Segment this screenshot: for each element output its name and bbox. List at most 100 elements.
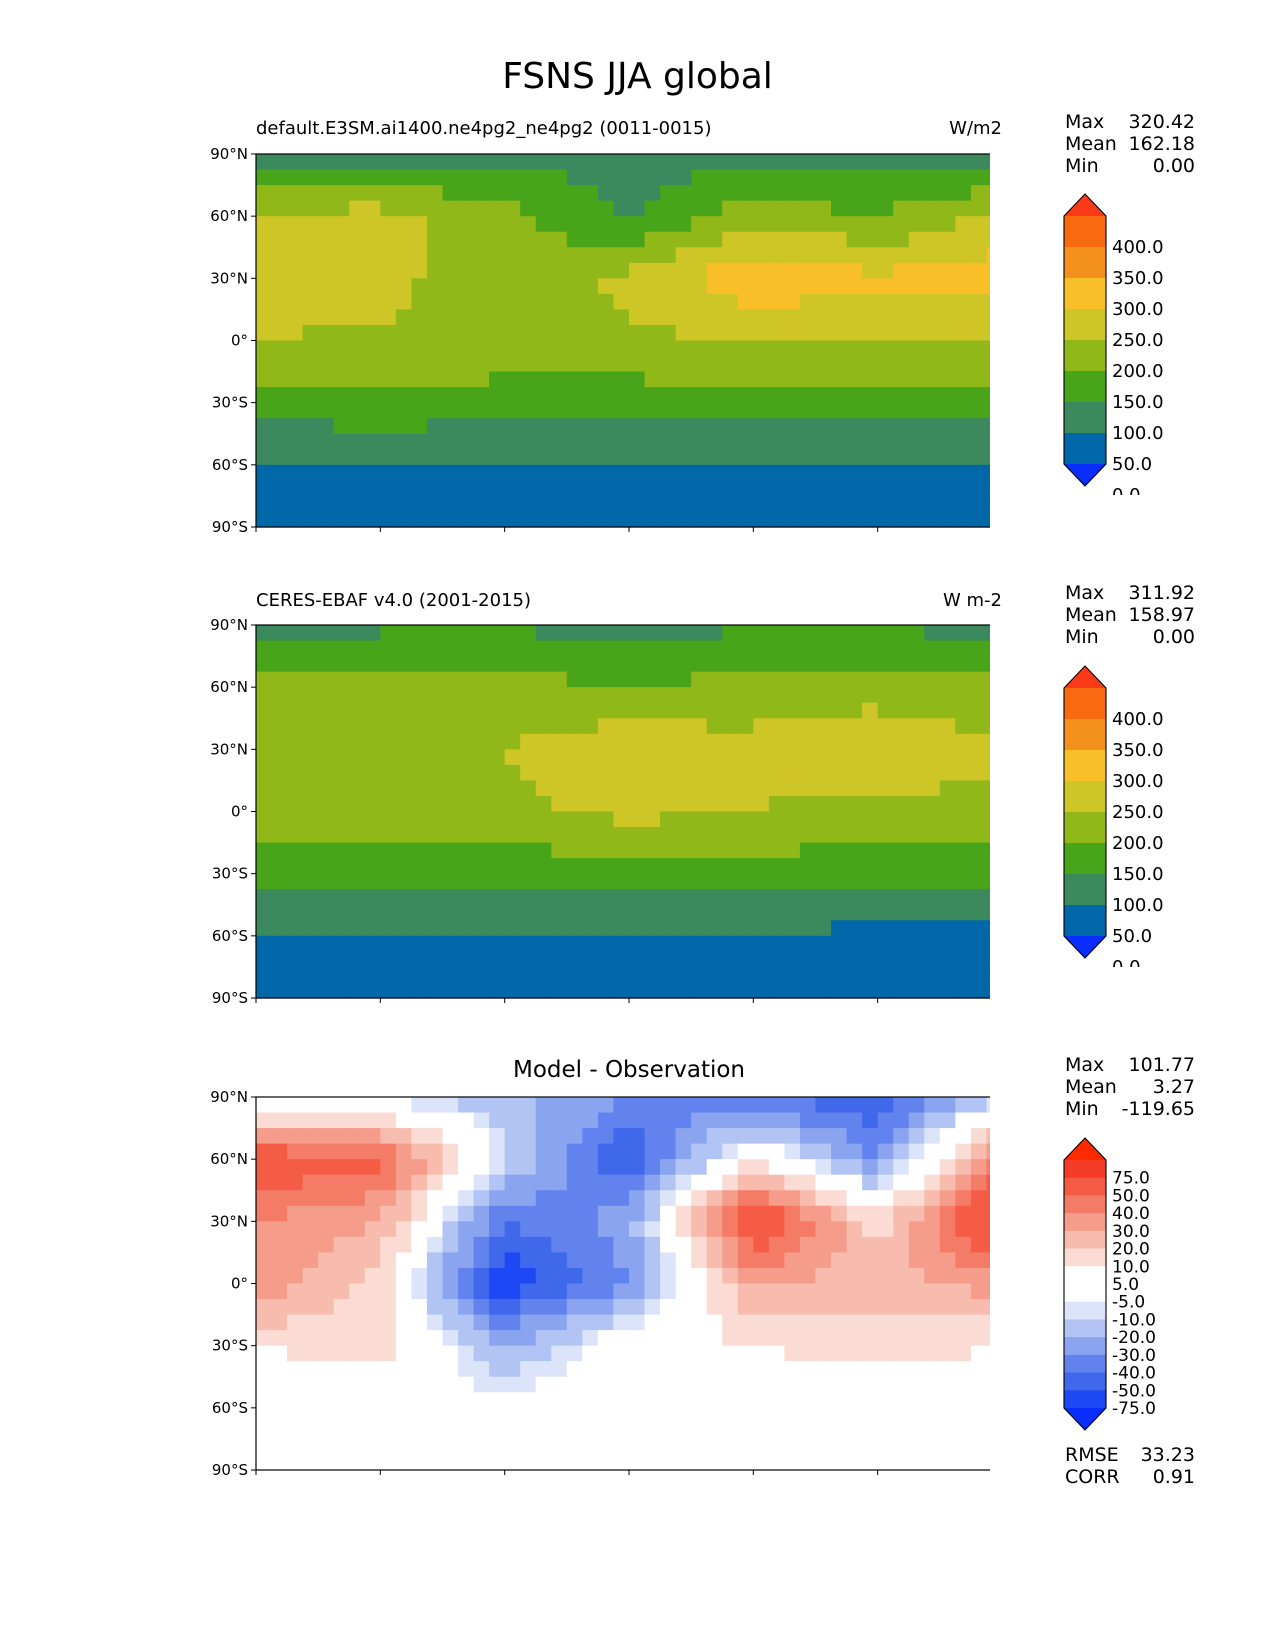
field-cell [784, 687, 801, 704]
field-cell [955, 1128, 972, 1145]
field-cell [831, 309, 848, 326]
field-cell [877, 418, 894, 435]
field-cell [442, 154, 459, 171]
field-cell [846, 889, 863, 906]
field-cell [970, 811, 988, 828]
field-cell [815, 873, 832, 890]
field-cell [333, 1097, 350, 1114]
field-cell [411, 356, 428, 373]
field-cell [970, 1236, 988, 1254]
colorbar-tick-label: 300.0 [1112, 771, 1164, 792]
field-cell [395, 464, 413, 481]
field-cell [535, 1392, 552, 1409]
field-cell [302, 1299, 319, 1316]
field-cell [597, 827, 615, 844]
field-cell [271, 702, 288, 719]
field-cell [613, 1438, 630, 1456]
field-cell [799, 1283, 817, 1300]
field-cell [535, 780, 552, 797]
field-cell [815, 1361, 832, 1378]
field-cell [287, 185, 304, 202]
field-cell [520, 671, 537, 688]
field-cell [799, 920, 817, 937]
field-cell [597, 1438, 615, 1456]
field-cell [380, 640, 397, 657]
field-cell [970, 764, 988, 782]
field-cell [489, 340, 506, 357]
field-cell [411, 247, 428, 264]
field-cell [877, 764, 894, 782]
field-cell [691, 1128, 708, 1145]
field-cell [706, 1423, 723, 1440]
field-cell [349, 309, 366, 326]
field-cell [380, 811, 397, 828]
field-cell [924, 1423, 941, 1440]
field-cell [333, 1128, 350, 1145]
field-cell [411, 1407, 428, 1424]
field-cells [256, 625, 990, 999]
field-cell [629, 1361, 646, 1378]
field-cell [597, 858, 615, 875]
field-cell [753, 247, 770, 264]
field-cell [489, 889, 506, 906]
field-cell [287, 749, 304, 766]
field-cell [799, 951, 817, 968]
field-cell [411, 982, 428, 999]
field-cell [768, 873, 786, 890]
field-cell [411, 889, 428, 906]
field-cell [333, 402, 350, 419]
field-cell [660, 324, 677, 342]
field-cell [799, 764, 817, 782]
field-cell [862, 733, 879, 750]
field-cell [908, 185, 925, 202]
field-cell [768, 464, 786, 481]
field-cell [939, 1267, 956, 1285]
field-cell [924, 356, 941, 373]
colorbar-segment [1064, 905, 1106, 937]
map-test: 90°N60°N30°N0°30°S60°S90°S0°E60°E120°E18… [210, 145, 990, 540]
lat-tick-label: 0° [231, 332, 248, 350]
field-cell [753, 625, 770, 642]
field-cell [380, 858, 397, 875]
panel-title-left: default.E3SM.ai1400.ne4pg2_ne4pg2 (0011-… [256, 118, 712, 139]
field-cell [504, 640, 521, 657]
field-cell [691, 464, 708, 481]
field-cell [784, 733, 801, 750]
field-cell [271, 858, 288, 875]
field-cell [426, 951, 444, 968]
field-cell [737, 1345, 754, 1362]
field-cell [380, 371, 397, 388]
field-cell [799, 216, 817, 233]
field-cell [831, 764, 848, 782]
field-cell [333, 169, 350, 186]
field-cell [660, 216, 677, 233]
field-cell [349, 966, 366, 984]
field-cell [535, 920, 552, 937]
field-cell [395, 1438, 413, 1456]
colorbar-tick-label: 40.0 [1112, 1204, 1150, 1224]
field-cell [458, 1283, 475, 1300]
field-cell [831, 1376, 848, 1393]
colorbar-segment [1064, 1372, 1106, 1391]
field-cell [737, 687, 754, 704]
field-cell [893, 951, 910, 968]
field-cell [582, 935, 599, 952]
field-cell [504, 1252, 521, 1269]
field-cell [271, 656, 288, 673]
field-cell [660, 309, 677, 326]
field-cell [737, 200, 754, 217]
field-cell [815, 733, 832, 750]
field-cell [629, 1345, 646, 1362]
field-cell [458, 827, 475, 844]
field-cell [333, 764, 350, 782]
field-cell [504, 966, 521, 984]
field-cell [955, 1376, 972, 1393]
field-cell [753, 1097, 770, 1114]
field-cell [426, 464, 444, 481]
field-cell [846, 1143, 863, 1160]
field-cell [877, 687, 894, 704]
field-cell [924, 387, 941, 404]
field-cell [566, 480, 583, 497]
field-cell [908, 1174, 925, 1191]
field-cell [722, 780, 739, 797]
